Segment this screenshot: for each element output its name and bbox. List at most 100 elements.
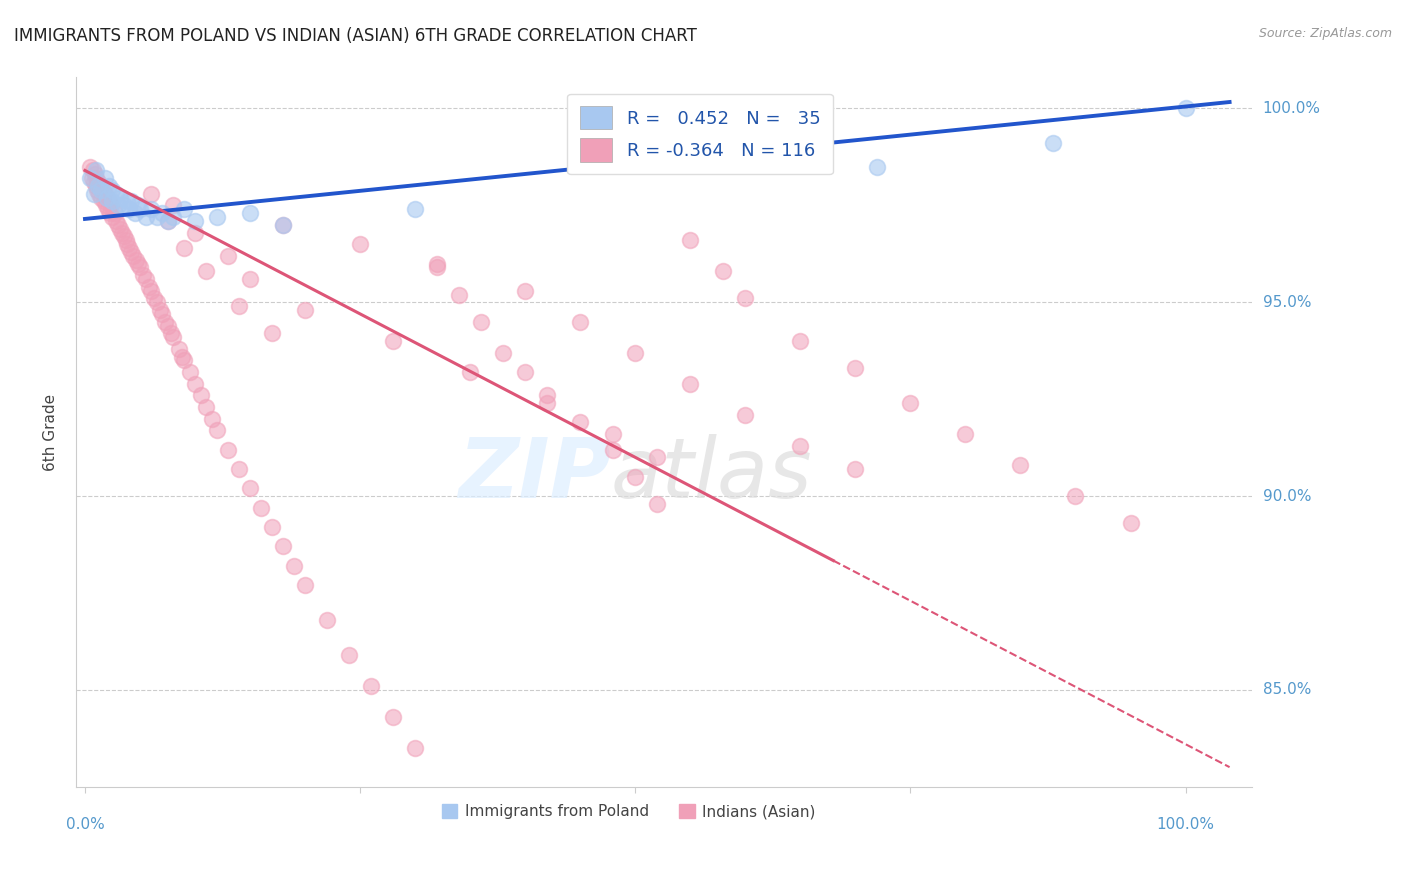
Point — [127, 256, 149, 270]
Point — [149, 303, 172, 318]
Point — [271, 540, 294, 554]
Point — [536, 388, 558, 402]
Point — [184, 376, 207, 391]
Point — [205, 423, 228, 437]
Point — [138, 279, 160, 293]
Y-axis label: 6th Grade: 6th Grade — [44, 393, 58, 471]
Point — [156, 318, 179, 333]
Point — [87, 175, 110, 189]
Point — [139, 186, 162, 201]
Point — [167, 342, 190, 356]
Point — [101, 210, 124, 224]
Point — [173, 353, 195, 368]
Point — [271, 218, 294, 232]
Point — [679, 376, 702, 391]
Point — [602, 427, 624, 442]
Point — [173, 202, 195, 217]
Point — [94, 171, 117, 186]
Point — [624, 345, 647, 359]
Point — [91, 183, 114, 197]
Text: 100.0%: 100.0% — [1263, 101, 1320, 116]
Point — [179, 365, 201, 379]
Point — [239, 272, 262, 286]
Point — [1042, 136, 1064, 151]
Text: Source: ZipAtlas.com: Source: ZipAtlas.com — [1258, 27, 1392, 40]
Point — [104, 206, 127, 220]
Point — [83, 175, 105, 189]
Point — [84, 179, 107, 194]
Point — [118, 202, 141, 217]
Point — [145, 295, 167, 310]
Point — [132, 268, 155, 282]
Point — [515, 284, 537, 298]
Point — [734, 408, 756, 422]
Text: atlas: atlas — [612, 434, 813, 516]
Point — [159, 326, 181, 341]
Point — [844, 462, 866, 476]
Text: IMMIGRANTS FROM POLAND VS INDIAN (ASIAN) 6TH GRADE CORRELATION CHART: IMMIGRANTS FROM POLAND VS INDIAN (ASIAN)… — [14, 27, 697, 45]
Point — [122, 249, 145, 263]
Point — [217, 442, 239, 457]
Point — [262, 520, 284, 534]
Point — [139, 202, 162, 217]
Point — [316, 613, 339, 627]
Point — [789, 439, 811, 453]
Point — [79, 160, 101, 174]
Point — [107, 198, 129, 212]
Point — [134, 210, 156, 224]
Point — [515, 365, 537, 379]
Point — [120, 244, 142, 259]
Point — [139, 284, 162, 298]
Point — [569, 315, 592, 329]
Point — [134, 272, 156, 286]
Point — [602, 442, 624, 457]
Point — [382, 334, 405, 348]
Text: 95.0%: 95.0% — [1263, 294, 1312, 310]
Point — [97, 202, 120, 217]
Point — [129, 260, 152, 275]
Point — [250, 500, 273, 515]
Point — [449, 287, 471, 301]
Point — [239, 206, 262, 220]
Point — [143, 292, 166, 306]
Point — [89, 186, 111, 201]
Point — [205, 210, 228, 224]
Text: ZIP: ZIP — [458, 434, 612, 516]
Point — [120, 194, 142, 209]
Point — [789, 334, 811, 348]
Point — [294, 578, 316, 592]
Point — [98, 179, 121, 194]
Text: 0.0%: 0.0% — [66, 817, 104, 832]
Point — [114, 233, 136, 247]
Point — [536, 396, 558, 410]
Point — [124, 252, 146, 267]
Point — [90, 183, 112, 197]
Point — [382, 710, 405, 724]
Point — [156, 214, 179, 228]
Point — [734, 292, 756, 306]
Point — [262, 326, 284, 341]
Point — [145, 210, 167, 224]
Point — [107, 218, 129, 232]
Point — [124, 206, 146, 220]
Point — [458, 365, 481, 379]
Point — [645, 450, 668, 465]
Point — [112, 229, 135, 244]
Point — [170, 350, 193, 364]
Point — [492, 345, 515, 359]
Point — [96, 191, 118, 205]
Text: 85.0%: 85.0% — [1263, 682, 1310, 698]
Point — [271, 218, 294, 232]
Point — [1010, 458, 1032, 472]
Point — [900, 396, 922, 410]
Point — [108, 191, 131, 205]
Point — [89, 179, 111, 194]
Point — [108, 221, 131, 235]
Point — [86, 183, 108, 197]
Point — [337, 648, 360, 662]
Point — [228, 299, 250, 313]
Point — [239, 481, 262, 495]
Point — [155, 315, 177, 329]
Point — [150, 206, 173, 220]
Point — [162, 330, 184, 344]
